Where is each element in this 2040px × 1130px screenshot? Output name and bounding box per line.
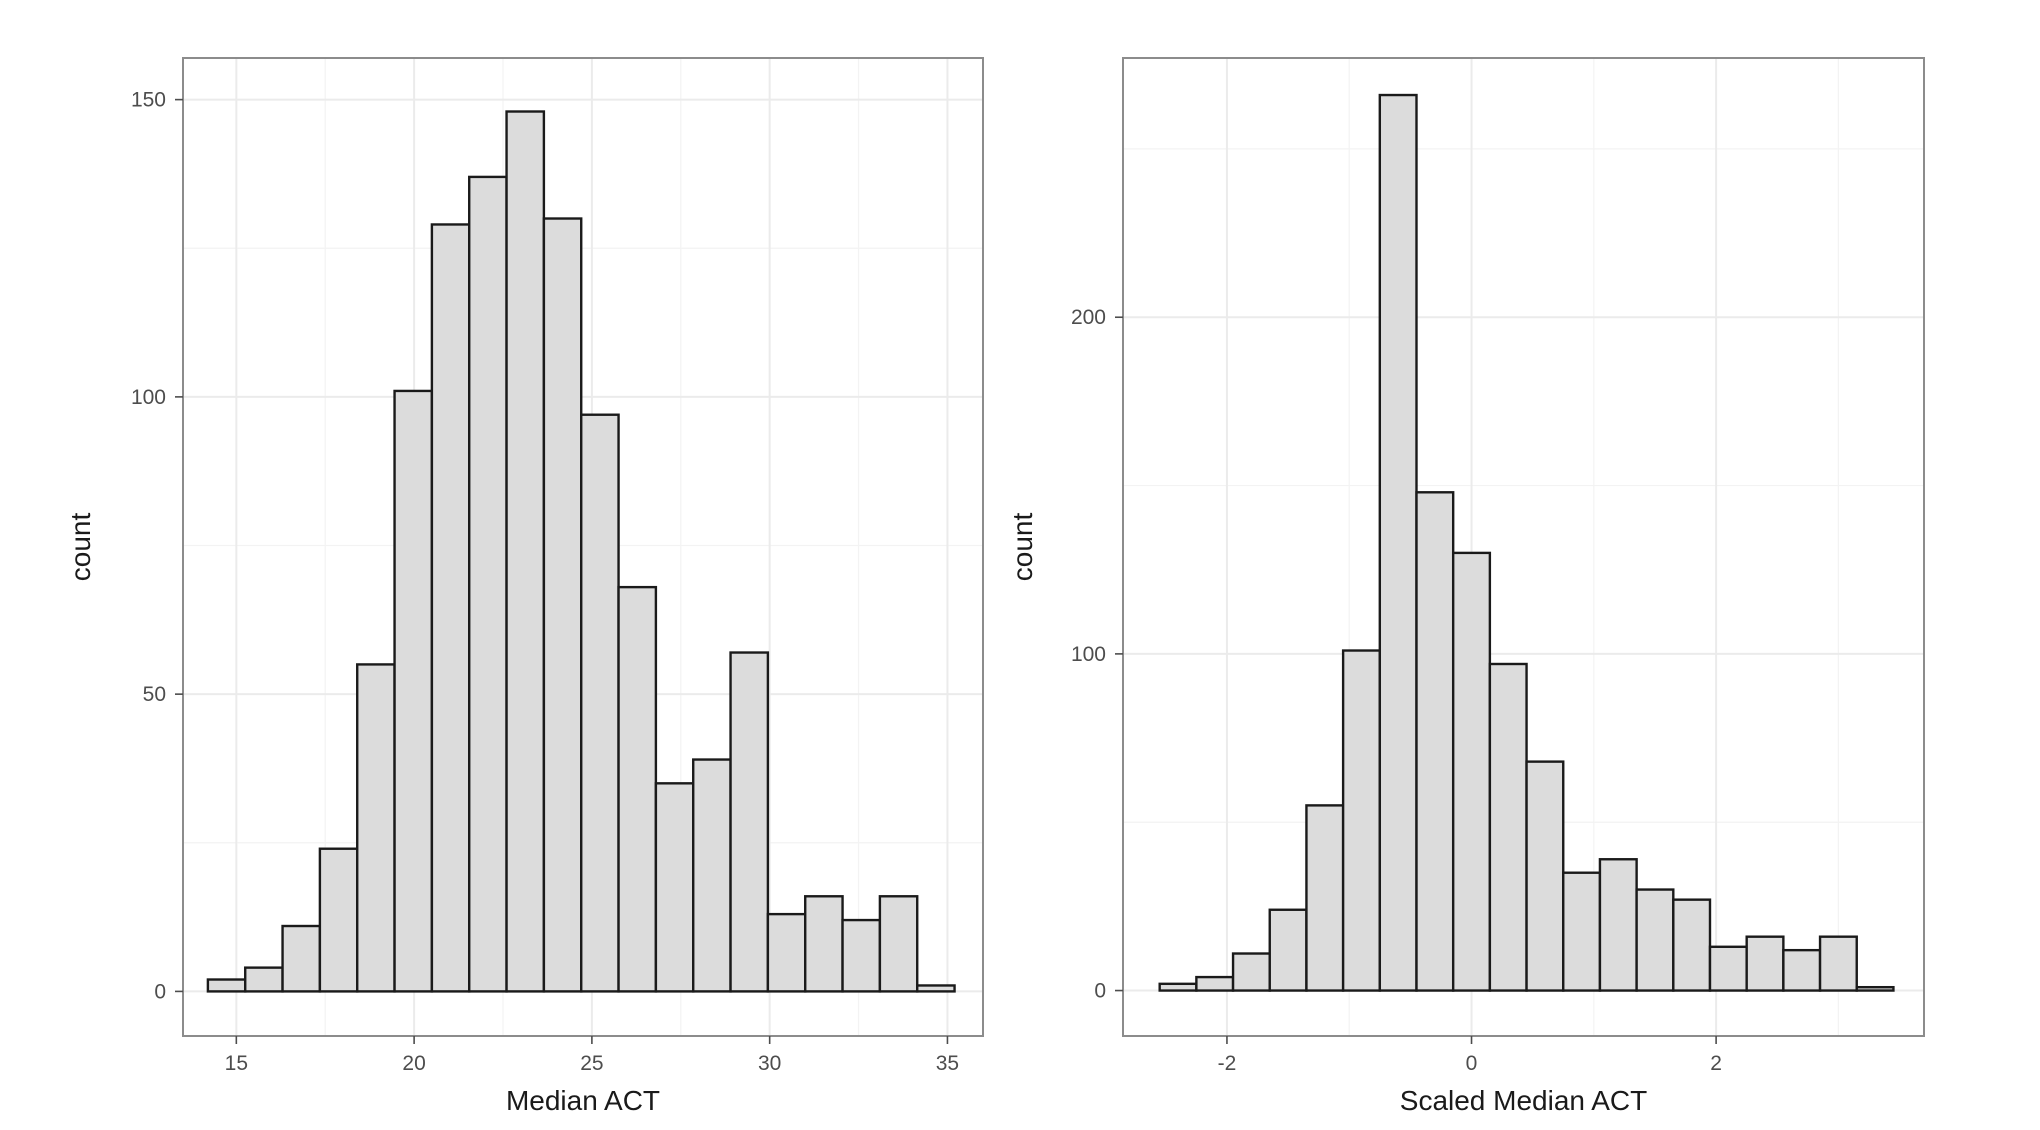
histogram-bar [1378, 93, 1418, 992]
panel-border [1122, 57, 1925, 1037]
x-tick-label: 35 [936, 1052, 959, 1075]
histogram-bar [542, 217, 583, 993]
histogram-bar [654, 782, 695, 993]
y-tick-label: 100 [131, 386, 166, 409]
histogram-bar [617, 585, 658, 993]
y-axis-title: count [1007, 513, 1038, 582]
histogram-bar [430, 223, 471, 993]
histogram-bar [1415, 491, 1455, 992]
histogram-bar [878, 895, 919, 993]
scaled-median-act-histogram: -2 0 2 0 100 200 Scaled Median ACT count [1007, 57, 1925, 1116]
histogram-bar [281, 924, 322, 993]
histogram-bar [1305, 804, 1345, 992]
histogram-bar [1268, 908, 1308, 992]
x-tick-label: 30 [758, 1052, 781, 1075]
histogram-bar [1818, 935, 1858, 992]
x-tick-label: 2 [1710, 1052, 1722, 1075]
x-tick-label: 25 [580, 1052, 603, 1075]
histogram-bar [1158, 982, 1198, 992]
histogram-bar [1745, 935, 1785, 992]
histogram-bar [468, 175, 508, 993]
histogram-bar [729, 651, 770, 993]
y-axis-title: count [65, 513, 96, 582]
y-tick-label: 50 [143, 683, 166, 706]
histogram-bar [692, 758, 732, 993]
x-tick-label: -2 [1218, 1052, 1237, 1075]
histogram-bar [804, 895, 844, 993]
histogram-bar [1855, 985, 1895, 992]
histogram-bar [206, 978, 247, 993]
y-tick-label: 0 [1094, 980, 1106, 1003]
histogram-bar [841, 918, 882, 993]
histogram-bar [1635, 888, 1675, 992]
panel-border [182, 57, 984, 1037]
histogram-bar [1562, 871, 1602, 992]
histogram-bar [1488, 662, 1528, 992]
histogram-bar [766, 912, 807, 993]
histogram-bar [1782, 948, 1822, 992]
x-tick-label: 0 [1466, 1052, 1478, 1075]
histogram-bar [1672, 898, 1712, 992]
y-tick-label: 0 [154, 980, 166, 1003]
y-tick-label: 100 [1071, 643, 1106, 666]
median-act-histogram: 15 20 25 30 35 0 50 100 150 Median ACT count [65, 57, 984, 1116]
histogram-bar [1525, 760, 1565, 992]
histogram-bar [1708, 945, 1748, 992]
histogram-bar [505, 110, 546, 993]
histogram-bar [580, 413, 620, 993]
histogram-bar [393, 389, 434, 993]
histogram-bar [318, 847, 359, 993]
histogram-bar [1341, 649, 1382, 992]
x-axis-title: Median ACT [506, 1085, 660, 1116]
histogram-bar [1195, 975, 1235, 992]
histogram-bar [1451, 551, 1492, 992]
histogram-bar [244, 966, 284, 993]
y-tick-label: 150 [131, 89, 166, 112]
histogram-bar [356, 663, 396, 993]
x-tick-label: 20 [402, 1052, 425, 1075]
x-tick-label: 15 [225, 1052, 248, 1075]
histogram-bar [916, 984, 956, 993]
histogram-bar [1598, 858, 1638, 992]
y-tick-label: 200 [1071, 306, 1106, 329]
x-axis-title: Scaled Median ACT [1400, 1085, 1647, 1116]
histogram-bar [1231, 952, 1271, 992]
